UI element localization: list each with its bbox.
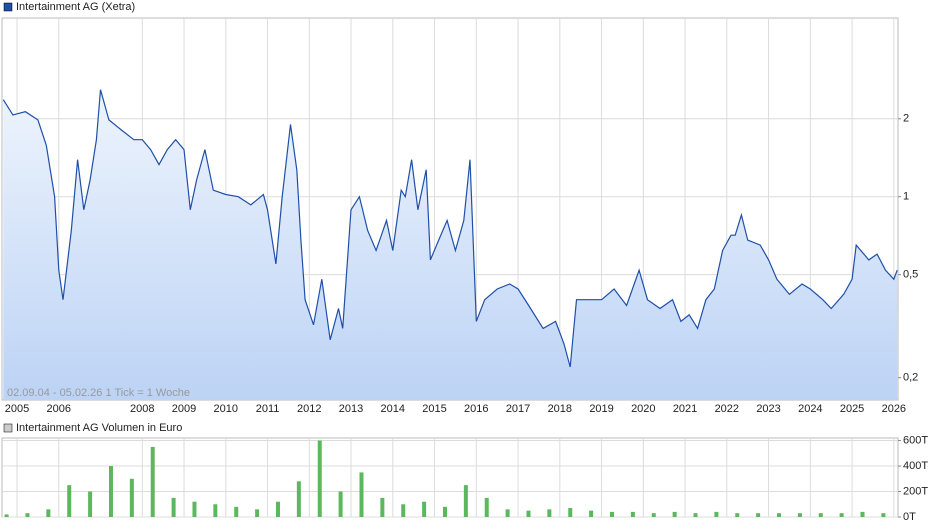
volume-bar <box>67 485 72 517</box>
volume-bar <box>46 509 51 517</box>
x-tick-label: 2017 <box>506 403 530 415</box>
volume-bar <box>150 446 155 517</box>
x-tick-label: 2012 <box>297 403 321 415</box>
legend-swatch <box>3 2 13 12</box>
x-tick-label: 2018 <box>548 403 572 415</box>
x-tick-label: 2013 <box>339 403 363 415</box>
x-tick-label: 2023 <box>756 403 780 415</box>
x-tick-label: 2026 <box>882 403 906 415</box>
volume-bar <box>568 508 573 517</box>
volume-bar <box>255 509 260 517</box>
volume-bar <box>526 510 531 517</box>
volume-bar <box>296 481 301 517</box>
volume-bar <box>213 504 218 517</box>
y-tick-label: 0,2 <box>903 372 918 384</box>
volume-bar <box>317 440 322 517</box>
x-tick-label: 2020 <box>631 403 655 415</box>
volume-bar <box>547 509 552 517</box>
volume-bar <box>672 511 677 517</box>
volume-bar <box>234 506 239 517</box>
volume-bar <box>505 509 510 517</box>
x-tick-label: 2009 <box>172 403 196 415</box>
volume-bar <box>756 513 761 517</box>
volume-bar <box>735 513 740 517</box>
volume-bar <box>108 466 113 517</box>
volume-bar <box>881 513 886 517</box>
volume-bar <box>4 514 9 517</box>
volume-bar <box>88 491 93 517</box>
volume-bar <box>630 511 635 517</box>
y-tick-label: 600T <box>903 434 928 446</box>
volume-bar <box>777 513 782 517</box>
legend-swatch <box>3 423 13 433</box>
volume-bar <box>839 513 844 517</box>
volume-bar <box>589 510 594 517</box>
y-tick-label: 400T <box>903 460 928 472</box>
x-tick-label: 2019 <box>589 403 613 415</box>
volume-bar <box>129 478 134 517</box>
volume-bar <box>651 513 656 517</box>
x-tick-label: 2010 <box>214 403 238 415</box>
price-line <box>2 89 898 368</box>
volume-bar <box>693 513 698 517</box>
volume-bar <box>818 513 823 517</box>
chart-title: Intertainment AG Volumen in Euro <box>16 422 182 434</box>
volume-bar <box>484 497 489 517</box>
volume-bar <box>401 504 406 517</box>
y-tick-label: 0T <box>903 511 916 523</box>
y-tick-label: 200T <box>903 485 928 497</box>
volume-bar <box>25 513 30 517</box>
plot-frame <box>1 437 899 518</box>
volume-bar <box>275 501 280 517</box>
volume-bar <box>359 472 364 517</box>
x-tick-label: 2016 <box>464 403 488 415</box>
x-tick-label: 2021 <box>673 403 697 415</box>
x-tick-label: 2015 <box>422 403 446 415</box>
x-tick-label: 2005 <box>5 403 29 415</box>
volume-bar <box>338 491 343 517</box>
y-tick-label: 2 <box>903 113 909 125</box>
y-tick-label: 0,5 <box>903 269 918 281</box>
volume-bar <box>860 511 865 517</box>
price-area <box>3 89 898 400</box>
volume-bar <box>422 501 427 517</box>
x-tick-label: 2008 <box>130 403 154 415</box>
chart-title: Intertainment AG (Xetra) <box>16 1 135 13</box>
volume-bar <box>797 513 802 517</box>
x-tick-label: 2022 <box>715 403 739 415</box>
volume-bar <box>463 485 468 517</box>
volume-bar <box>192 501 197 517</box>
x-tick-label: 2025 <box>840 403 864 415</box>
x-tick-label: 2024 <box>798 403 822 415</box>
date-range: 02.09.04 - 05.02.26 1 Tick = 1 Woche <box>7 387 190 399</box>
x-tick-label: 2006 <box>47 403 71 415</box>
y-tick-label: 1 <box>903 191 909 203</box>
volume-bar <box>714 511 719 517</box>
x-tick-label: 2011 <box>256 403 280 415</box>
volume-bar <box>442 506 447 517</box>
volume-bar <box>380 497 385 517</box>
x-tick-label: 2014 <box>381 403 405 415</box>
volume-bar <box>171 497 176 517</box>
volume-bar <box>609 511 614 517</box>
